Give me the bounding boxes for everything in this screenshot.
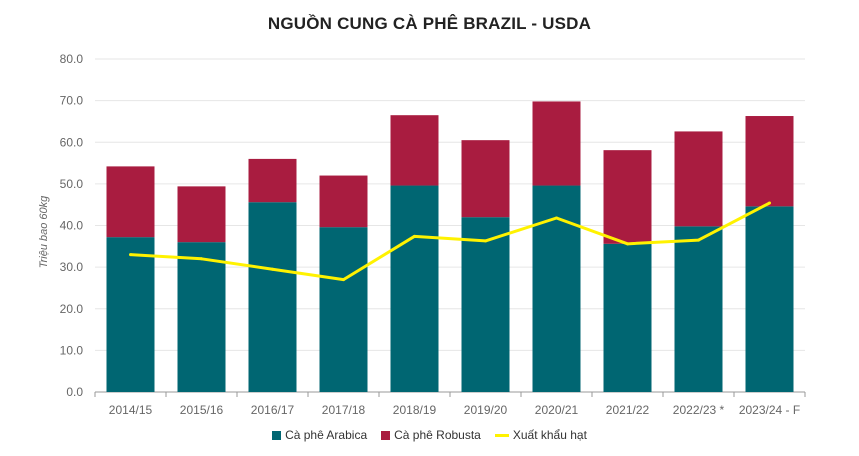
bar-arabica[interactable] bbox=[745, 206, 794, 392]
export-line bbox=[129, 201, 771, 282]
bar-arabica[interactable] bbox=[603, 243, 652, 392]
export-point[interactable] bbox=[271, 267, 274, 271]
y-tick-label: 70.0 bbox=[60, 94, 84, 108]
x-tick-labels: 2014/15 2015/16 2016/17 2017/18 2018/19 2019/… bbox=[94, 392, 806, 417]
bar-arabica[interactable] bbox=[532, 185, 581, 392]
x-tick-label: 2014/15 bbox=[109, 403, 153, 417]
y-tick-label: 10.0 bbox=[60, 343, 84, 357]
x-tick-label: 2021/22 bbox=[606, 403, 650, 417]
export-point[interactable] bbox=[413, 234, 416, 238]
y-axis-label: Triệu bao 60kg bbox=[38, 195, 50, 268]
bar-robusta[interactable] bbox=[674, 131, 723, 227]
bar-robusta[interactable] bbox=[319, 175, 368, 228]
x-tick-label: 2020/21 bbox=[535, 403, 579, 417]
legend-item-export[interactable]: Xuất khẩu hạt bbox=[494, 428, 587, 442]
x-tick-label: 2023/24 - F bbox=[739, 403, 800, 417]
legend-item-arabica[interactable]: Cà phê Arabica bbox=[272, 428, 367, 442]
x-tick-label: 2017/18 bbox=[322, 403, 366, 417]
bar-arabica[interactable] bbox=[674, 226, 723, 392]
y-tick-label: 50.0 bbox=[60, 177, 84, 191]
x-tick-label: 2019/20 bbox=[464, 403, 508, 417]
legend-swatch-robusta bbox=[381, 430, 391, 440]
export-point[interactable] bbox=[342, 278, 345, 282]
export-point[interactable] bbox=[768, 201, 771, 205]
bar-robusta[interactable] bbox=[248, 158, 297, 203]
bar-robusta[interactable] bbox=[390, 115, 439, 186]
bars bbox=[106, 101, 794, 392]
bar-arabica[interactable] bbox=[248, 202, 297, 392]
x-tick-label: 2022/23 * bbox=[673, 403, 725, 417]
y-tick-label: 60.0 bbox=[60, 135, 84, 149]
y-tick-label: 80.0 bbox=[60, 52, 84, 66]
line-export-series[interactable] bbox=[130, 201, 771, 282]
x-tick-label: 2016/17 bbox=[251, 403, 295, 417]
export-point[interactable] bbox=[200, 257, 203, 261]
y-tick-labels: 0.0 10.0 20.0 30.0 40.0 50.0 60.0 70.0 80.0 bbox=[60, 52, 84, 399]
export-point[interactable] bbox=[555, 216, 558, 220]
legend-swatch-arabica bbox=[272, 430, 282, 440]
legend-item-robusta[interactable]: Cà phê Robusta bbox=[381, 428, 481, 442]
x-tick-label: 2018/19 bbox=[393, 403, 437, 417]
y-tick-label: 30.0 bbox=[60, 260, 84, 274]
x-tick-label: 2015/16 bbox=[180, 403, 224, 417]
export-point[interactable] bbox=[129, 253, 132, 257]
chart-title: NGUỒN CUNG CÀ PHÊ BRAZIL - USDA bbox=[267, 14, 592, 33]
legend-swatch-export bbox=[494, 433, 509, 437]
bar-arabica[interactable] bbox=[461, 217, 510, 392]
bar-robusta[interactable] bbox=[177, 186, 226, 243]
bar-arabica[interactable] bbox=[319, 227, 368, 392]
legend-label-export: Xuất khẩu hạt bbox=[512, 428, 587, 442]
export-point[interactable] bbox=[484, 239, 487, 243]
bar-robusta[interactable] bbox=[106, 166, 155, 238]
bar-robusta[interactable] bbox=[603, 150, 652, 244]
export-point[interactable] bbox=[697, 238, 700, 242]
bar-arabica[interactable] bbox=[390, 185, 439, 392]
y-tick-label: 40.0 bbox=[60, 219, 84, 233]
bar-robusta[interactable] bbox=[461, 140, 510, 218]
bar-arabica[interactable] bbox=[177, 242, 226, 392]
y-tick-label: 20.0 bbox=[60, 302, 84, 316]
bar-arabica[interactable] bbox=[106, 237, 155, 392]
y-tick-label: 0.0 bbox=[66, 385, 83, 399]
legend-label-arabica: Cà phê Arabica bbox=[285, 428, 368, 442]
bar-robusta[interactable] bbox=[745, 116, 794, 207]
legend: Cà phê Arabica Cà phê Robusta Xuất khẩu … bbox=[0, 428, 859, 442]
export-point[interactable] bbox=[626, 242, 629, 246]
bar-robusta[interactable] bbox=[532, 101, 581, 186]
legend-label-robusta: Cà phê Robusta bbox=[394, 428, 481, 442]
